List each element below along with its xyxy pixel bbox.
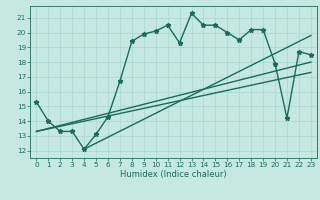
X-axis label: Humidex (Indice chaleur): Humidex (Indice chaleur): [120, 170, 227, 179]
